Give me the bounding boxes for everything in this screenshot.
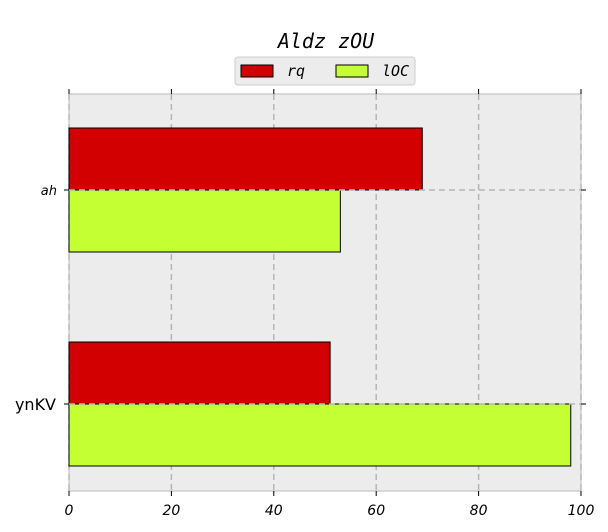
bars [68, 127, 572, 467]
y-axis-ticks: ah ynKV [15, 184, 586, 414]
legend-swatch-rq [240, 64, 274, 78]
y-tick-label: ynKV [15, 395, 56, 414]
legend-swatch-lOC [335, 64, 369, 78]
bar-rq-ah [68, 127, 423, 191]
x-axis-ticks: 0 20 40 60 80 100 [65, 89, 595, 519]
chart-title: Aldz zOU [276, 29, 375, 53]
legend-box [234, 56, 416, 86]
y-tick-label: ah [41, 184, 57, 199]
x-tick-label: 20 [162, 503, 180, 519]
x-tick-label: 40 [265, 503, 283, 519]
category-grid-lines [69, 189, 581, 405]
x-tick-label: 100 [568, 503, 595, 519]
legend: rq lOC [234, 56, 416, 86]
legend-label-lOC: lOC [382, 62, 409, 80]
legend-label-rq: rq [287, 62, 305, 80]
bar-rq-ynKV [68, 341, 331, 405]
bar-lOC-ynKV [68, 403, 572, 467]
x-tick-label: 60 [367, 503, 385, 519]
x-tick-label: 80 [470, 503, 488, 519]
bar-lOC-ah [68, 189, 341, 253]
x-tick-label: 0 [65, 503, 74, 519]
